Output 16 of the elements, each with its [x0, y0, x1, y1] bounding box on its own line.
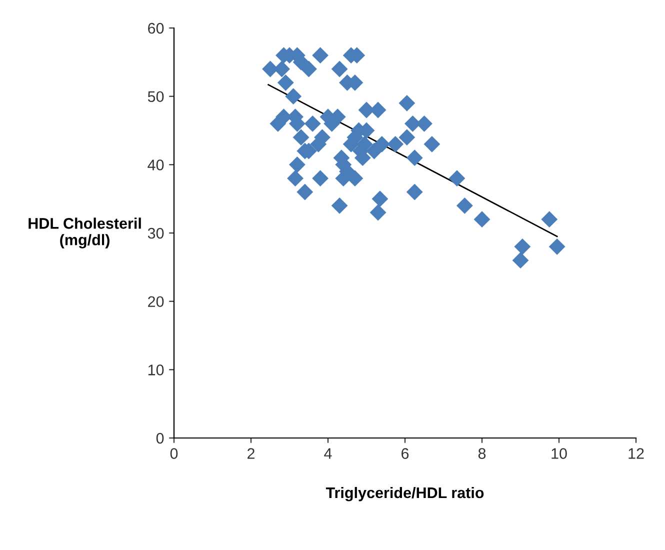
- x-tick-label: 12: [628, 448, 644, 459]
- x-tick-label: 6: [402, 448, 409, 459]
- y-tick-label: 30: [148, 228, 164, 239]
- x-tick-label: 8: [478, 448, 486, 459]
- y-tick-label: 50: [148, 91, 164, 102]
- x-tick-label: 0: [170, 448, 178, 459]
- y-tick-label: 60: [148, 22, 164, 34]
- y-tick-label: 10: [148, 364, 164, 376]
- y-tick-label: 0: [156, 432, 164, 444]
- x-tick-label: 2: [248, 448, 254, 459]
- y-axis-title: HDL Cholesteril (mg/dl): [28, 218, 141, 248]
- y-tick-label: 40: [148, 160, 164, 170]
- x-tick-label: 4: [324, 448, 332, 459]
- y-tick-label: 20: [148, 296, 164, 308]
- x-tick-label: 10: [552, 448, 567, 459]
- x-axis-title: Triglyceride/HDL ratio: [326, 486, 484, 502]
